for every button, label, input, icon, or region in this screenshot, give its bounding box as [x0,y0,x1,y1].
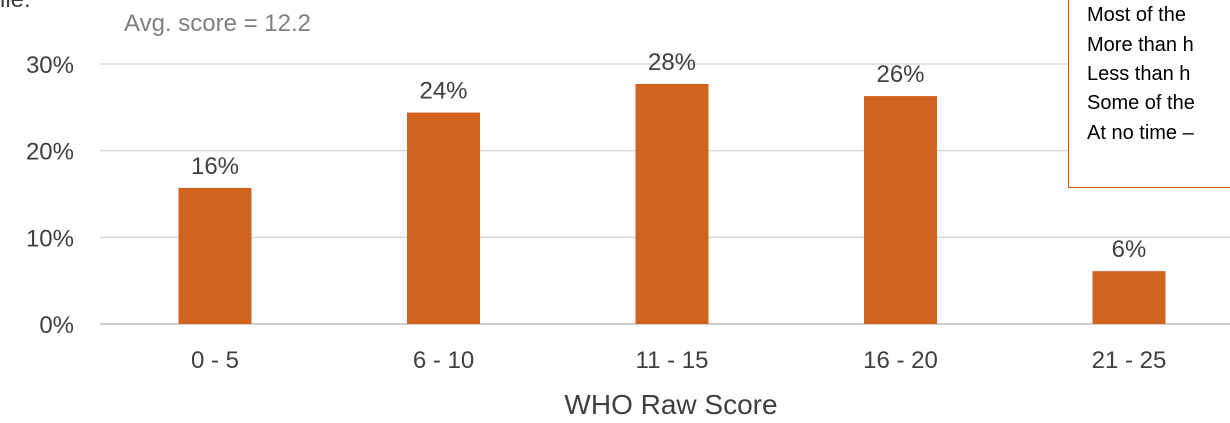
legend-line-3: Less than h [1087,63,1191,85]
average-score-note: Avg. score = 12.2 [124,10,312,37]
bar [864,96,937,324]
bar [407,112,480,325]
x-tick-label: 11 - 15 [636,347,709,374]
y-tick-label: 20% [26,139,74,166]
x-tick-label: 16 - 20 [863,347,938,374]
x-tick-label: 6 - 10 [413,347,474,374]
legend-line-4: Some of the [1087,92,1195,114]
y-tick-label: 30% [26,52,74,79]
bar [1092,271,1166,324]
data-label: 26% [876,61,924,88]
legend-line-2: More than h [1087,34,1194,56]
bar [178,187,252,324]
bar [635,83,709,324]
response-scale-legend: Most of the More than h Less than h Some… [1068,0,1230,188]
x-tick-label: 21 - 25 [1092,347,1167,374]
legend-line-5: At no time – [1087,122,1194,144]
y-tick-label: 10% [26,225,74,252]
x-axis-title: WHO Raw Score [564,389,777,420]
data-label: 28% [648,49,696,76]
clipped-caption-fragment: ile. [0,0,31,14]
data-label: 24% [419,78,467,105]
data-label: 6% [1112,236,1147,263]
legend-line-1: Most of the [1087,4,1186,26]
data-label: 16% [191,153,239,180]
x-tick-label: 0 - 5 [191,347,239,374]
y-tick-label: 0% [39,312,74,339]
